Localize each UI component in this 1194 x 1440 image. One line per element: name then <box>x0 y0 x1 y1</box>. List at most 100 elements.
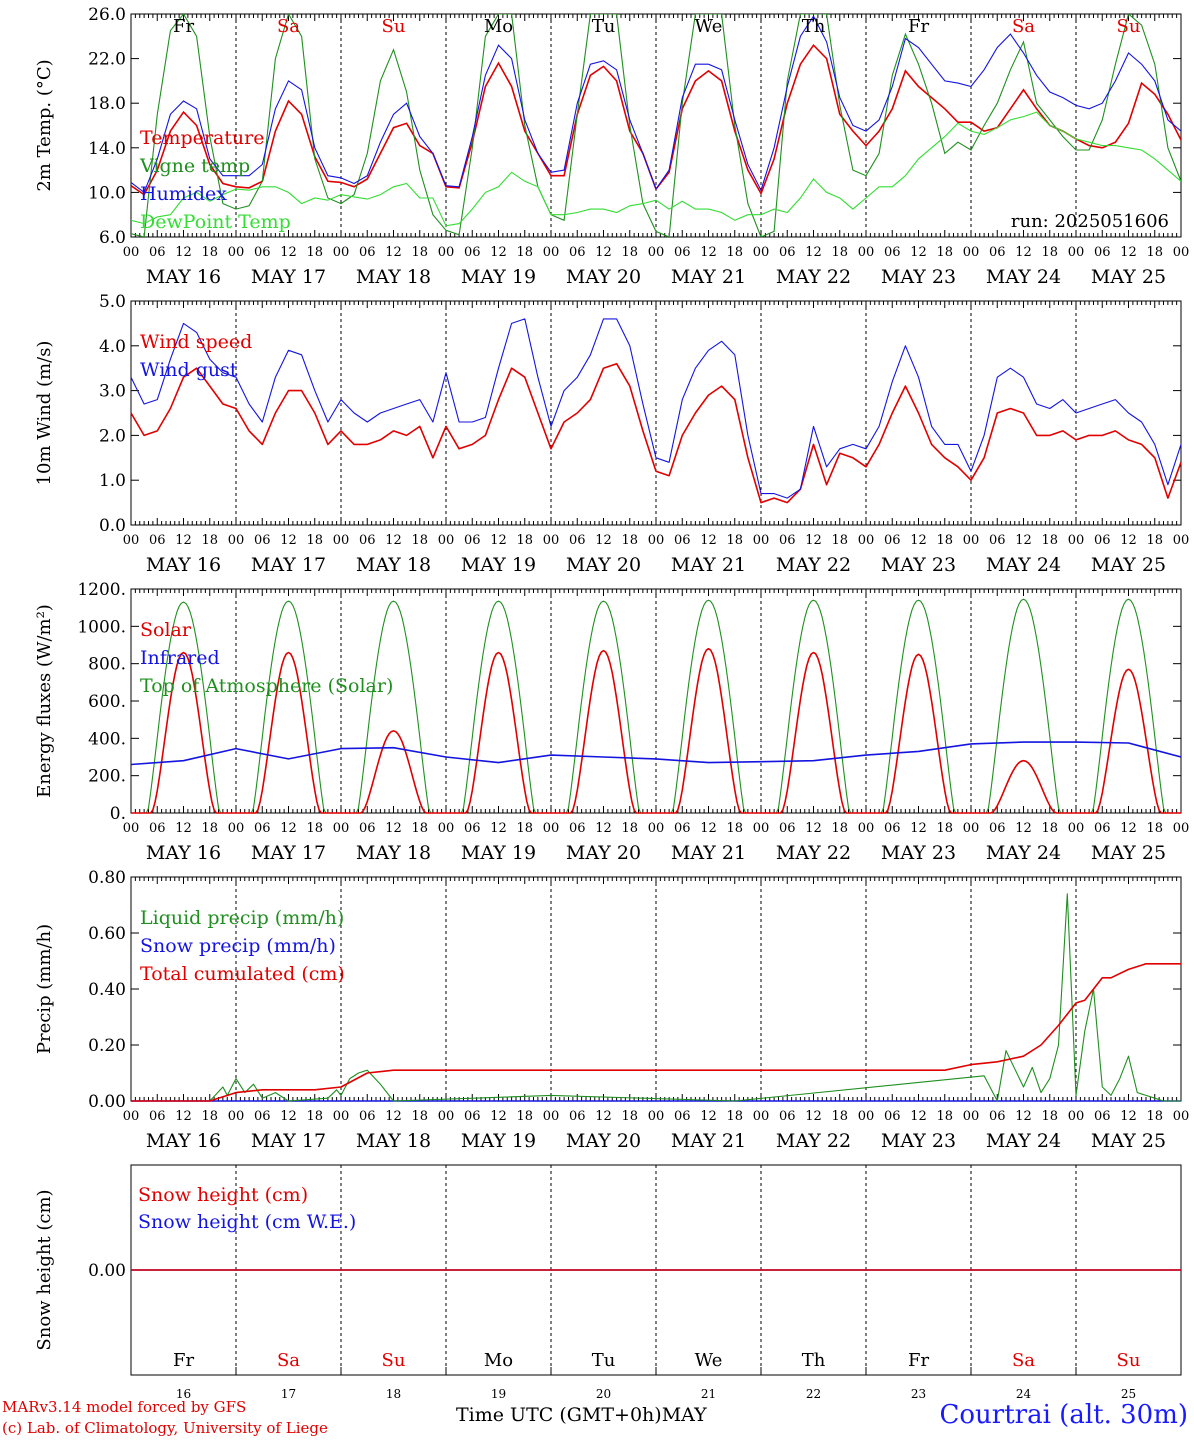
hour-tick-label: 06 <box>359 821 376 836</box>
hour-tick-label: 18 <box>306 533 323 548</box>
weekday-label: Sa <box>277 16 300 37</box>
hour-tick-label: 00 <box>333 821 350 836</box>
hour-tick-label: 18 <box>1041 245 1058 260</box>
hour-tick-label: 12 <box>1015 821 1032 836</box>
hour-tick-label: 00 <box>123 533 140 548</box>
hour-tick-label: 12 <box>175 821 192 836</box>
hour-tick-label: 06 <box>359 533 376 548</box>
y-tick-label: 0.20 <box>88 1036 126 1056</box>
hour-tick-label: 18 <box>201 1109 218 1124</box>
hour-tick-label: 12 <box>385 533 402 548</box>
y-tick-label: 4.0 <box>99 337 126 357</box>
panel-3 <box>130 588 1182 814</box>
date-label: MAY 17 <box>251 1130 326 1152</box>
y-tick-label: 1000. <box>77 617 126 637</box>
hour-tick-label: 18 <box>201 821 218 836</box>
weekday-label: Su <box>382 16 406 37</box>
hour-tick-label: 18 <box>411 821 428 836</box>
y-tick-label: 0.60 <box>88 924 126 944</box>
hour-tick-label: 12 <box>385 821 402 836</box>
date-label: MAY 16 <box>146 1130 221 1152</box>
y-tick-label: 600. <box>88 692 126 712</box>
hour-tick-label: 06 <box>989 533 1006 548</box>
hour-tick-label: 06 <box>464 245 481 260</box>
hour-tick-label: 06 <box>1094 533 1111 548</box>
hour-tick-label: 06 <box>254 533 271 548</box>
date-label: MAY 18 <box>356 554 431 576</box>
hour-tick-label: 12 <box>175 1109 192 1124</box>
y-tick-label: 14.0 <box>88 139 126 159</box>
date-label: MAY 23 <box>881 1130 956 1152</box>
y-tick-label: 0. <box>110 804 126 824</box>
date-label: MAY 21 <box>671 554 746 576</box>
hour-tick-label: 06 <box>464 821 481 836</box>
date-label: MAY 23 <box>881 266 956 288</box>
date-label: MAY 25 <box>1091 842 1166 864</box>
weekday-label: Mo <box>484 1350 513 1371</box>
y-tick-label: 0.40 <box>88 980 126 1000</box>
hour-tick-label: 06 <box>884 1109 901 1124</box>
hour-tick-label: 18 <box>1041 821 1058 836</box>
date-label: MAY 18 <box>356 266 431 288</box>
hour-tick-label: 06 <box>359 245 376 260</box>
hour-tick-label: 06 <box>254 245 271 260</box>
hour-tick-label: 12 <box>595 821 612 836</box>
series-line <box>130 318 1182 499</box>
plot-frame <box>130 13 1182 238</box>
y-tick-label: 200. <box>88 767 126 787</box>
hour-tick-label: 00 <box>1068 821 1085 836</box>
hour-tick-label: 06 <box>674 245 691 260</box>
date-label: MAY 16 <box>146 266 221 288</box>
hour-tick-label: 18 <box>726 245 743 260</box>
hour-tick-label: 06 <box>1094 821 1111 836</box>
y-tick-label: 3.0 <box>99 382 126 402</box>
y-axis-label: 2m Temp. (°C) <box>34 59 55 191</box>
hour-tick-label: 12 <box>700 821 717 836</box>
month-label: MAY <box>661 1404 707 1426</box>
hour-tick-label: 18 <box>411 533 428 548</box>
hour-tick-label: 06 <box>149 533 166 548</box>
lab-credit: (c) Lab. of Climatology, University of L… <box>2 1419 328 1437</box>
weekday-label: We <box>695 16 723 37</box>
hour-tick-label: 18 <box>936 245 953 260</box>
series-line <box>130 741 1182 766</box>
hour-tick-label: 00 <box>858 533 875 548</box>
date-label: MAY 18 <box>356 1130 431 1152</box>
hour-tick-label: 00 <box>1173 1109 1190 1124</box>
weekday-label: Sa <box>1012 16 1035 37</box>
hour-tick-label: 00 <box>963 1109 980 1124</box>
hour-tick-label: 12 <box>1015 1109 1032 1124</box>
date-label: MAY 24 <box>986 1130 1061 1152</box>
hour-tick-label: 18 <box>306 821 323 836</box>
hour-tick-label: 18 <box>411 1109 428 1124</box>
hour-tick-label: 06 <box>464 533 481 548</box>
hour-tick-label: 12 <box>595 533 612 548</box>
hour-tick-label: 00 <box>438 533 455 548</box>
date-label: MAY 16 <box>146 842 221 864</box>
hour-tick-label: 00 <box>438 245 455 260</box>
day-number: 20 <box>596 1387 611 1401</box>
hour-tick-label: 00 <box>648 245 665 260</box>
hour-tick-label: 18 <box>621 245 638 260</box>
weekday-label: Sa <box>277 1350 300 1371</box>
weekday-label: Fr <box>908 1350 929 1371</box>
hour-tick-label: 12 <box>910 533 927 548</box>
hour-tick-label: 06 <box>149 1109 166 1124</box>
date-label: MAY 22 <box>776 1130 851 1152</box>
hour-tick-label: 00 <box>333 1109 350 1124</box>
y-tick-label: 1200. <box>77 580 126 600</box>
hour-tick-label: 06 <box>464 1109 481 1124</box>
hour-tick-label: 12 <box>910 1109 927 1124</box>
hour-tick-label: 06 <box>989 1109 1006 1124</box>
hour-tick-label: 06 <box>779 1109 796 1124</box>
hour-tick-label: 06 <box>884 533 901 548</box>
hour-tick-label: 12 <box>175 533 192 548</box>
hour-tick-label: 18 <box>201 245 218 260</box>
legend-entry: Temperature <box>140 127 264 149</box>
date-label: MAY 21 <box>671 1130 746 1152</box>
hour-tick-label: 06 <box>989 245 1006 260</box>
hour-tick-label: 00 <box>753 821 770 836</box>
hour-tick-label: 00 <box>333 245 350 260</box>
hour-tick-label: 18 <box>516 821 533 836</box>
date-label: MAY 17 <box>251 842 326 864</box>
